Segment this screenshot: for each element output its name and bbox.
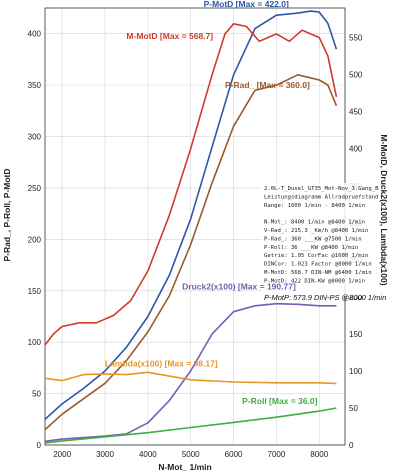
y-right-tick-label: 550	[349, 34, 363, 43]
y-left-tick-label: 200	[28, 235, 42, 244]
y-right-tick-label: 100	[349, 367, 363, 376]
info-line: P-MotD: 422 DIN-KW @8000 1/min	[264, 278, 365, 284]
x-tick-label: 4000	[139, 450, 157, 459]
y-left-tick-label: 50	[32, 390, 41, 399]
x-axis-label: N-Mot_ 1/min	[158, 462, 211, 472]
series-label-lambda-x100: Lambda(x100) [Max = 98.17]	[105, 358, 218, 368]
info-line: Leistungsdiagramm Allradpruefstand	[264, 194, 379, 200]
x-tick-label: 3000	[96, 450, 114, 459]
y-right-tick-label: 400	[349, 145, 363, 154]
series-line-p-rad	[44, 74, 338, 431]
y-right-tick-label: 50	[349, 404, 358, 413]
info-line: Range: 1600 1/min - 8400 1/min	[264, 203, 365, 209]
y-left-tick-label: 0	[37, 441, 42, 450]
x-tick-label: 6000	[225, 450, 243, 459]
x-tick-label: 8000	[310, 450, 328, 459]
y-left-tick-label: 150	[28, 287, 42, 296]
y-right-tick-label: 450	[349, 108, 363, 117]
info-line: M-MotD: 568.7 DIN-NM @6400 1/min	[264, 270, 372, 276]
x-tick-label: 5000	[182, 450, 200, 459]
series-label-p-roll: P-Roll [Max = 36.0]	[242, 396, 318, 406]
series-line-p-roll	[44, 407, 337, 444]
y-right-tick-label: 150	[349, 330, 363, 339]
series-labels: P-MotD [Max = 422.0] M-MotD [Max = 568.7]…	[105, 0, 318, 406]
info-line: N-Mot_: 8400 1/min @8400 1/min	[264, 220, 365, 226]
info-box-background	[262, 183, 362, 296]
y-left-tick-label: 300	[28, 133, 42, 142]
y-right-tick-label: 200	[349, 293, 363, 302]
y-left-tick-label: 250	[28, 184, 42, 193]
y-left-tick-label: 100	[28, 338, 42, 347]
info-line: DINCor: 1.023 Factor @8000 1/min	[264, 262, 372, 268]
series-label-p-motd: P-MotD [Max = 422.0]	[204, 0, 289, 9]
series-label-p-rad: P-Rad_ [Max = 360.0]	[225, 80, 310, 90]
y-left-tick-label: 350	[28, 81, 42, 90]
y-left-tick-label: 400	[28, 30, 42, 39]
series-line-lambda-x100	[44, 371, 337, 385]
info-line: 2.0L-T_Dusel_GT35_Mot-Nov_3.Gang_B	[264, 186, 379, 192]
info-line: V-Rad_: 215.3 _Km/h @8400 1/min	[264, 228, 368, 234]
y-right-tick-label: 0	[349, 441, 354, 450]
series-line-p-motd	[44, 10, 338, 420]
series-label-m-motd: M-MotD [Max = 568.7]	[126, 31, 213, 41]
info-line: P-Roll: 36 ___KW @8400 1/min	[264, 245, 358, 251]
x-tick-label: 7000	[268, 450, 286, 459]
series-line-m-motd	[44, 22, 338, 346]
series	[44, 10, 338, 444]
info-peak-line: P-MotP: 573.9 DIN-PS @8000 1/min	[264, 293, 386, 302]
x-tick-label: 2000	[53, 450, 71, 459]
y-axis-left-label: P-Rad_, P-Roll, P-MotD	[2, 168, 12, 261]
y-axis-right-label: M-MotD, Druck2(x100), Lambda(x100)	[379, 134, 389, 285]
series-label-druck2-x100: Druck2(x100) [Max = 190.77]	[182, 282, 296, 292]
info-lines: 2.0L-T_Dusel_GT35_Mot-Nov_3.Gang_B Leistu…	[264, 186, 379, 284]
info-line: Getrie: 1.05 CorFac @1600 1/min	[264, 253, 368, 259]
y-right-tick-label: 500	[349, 71, 363, 80]
info-box: 2.0L-T_Dusel_GT35_Mot-Nov_3.Gang_B Leistu…	[262, 183, 386, 302]
info-line: P-Rad_: 360 ___KW @7500 1/min	[264, 236, 362, 242]
